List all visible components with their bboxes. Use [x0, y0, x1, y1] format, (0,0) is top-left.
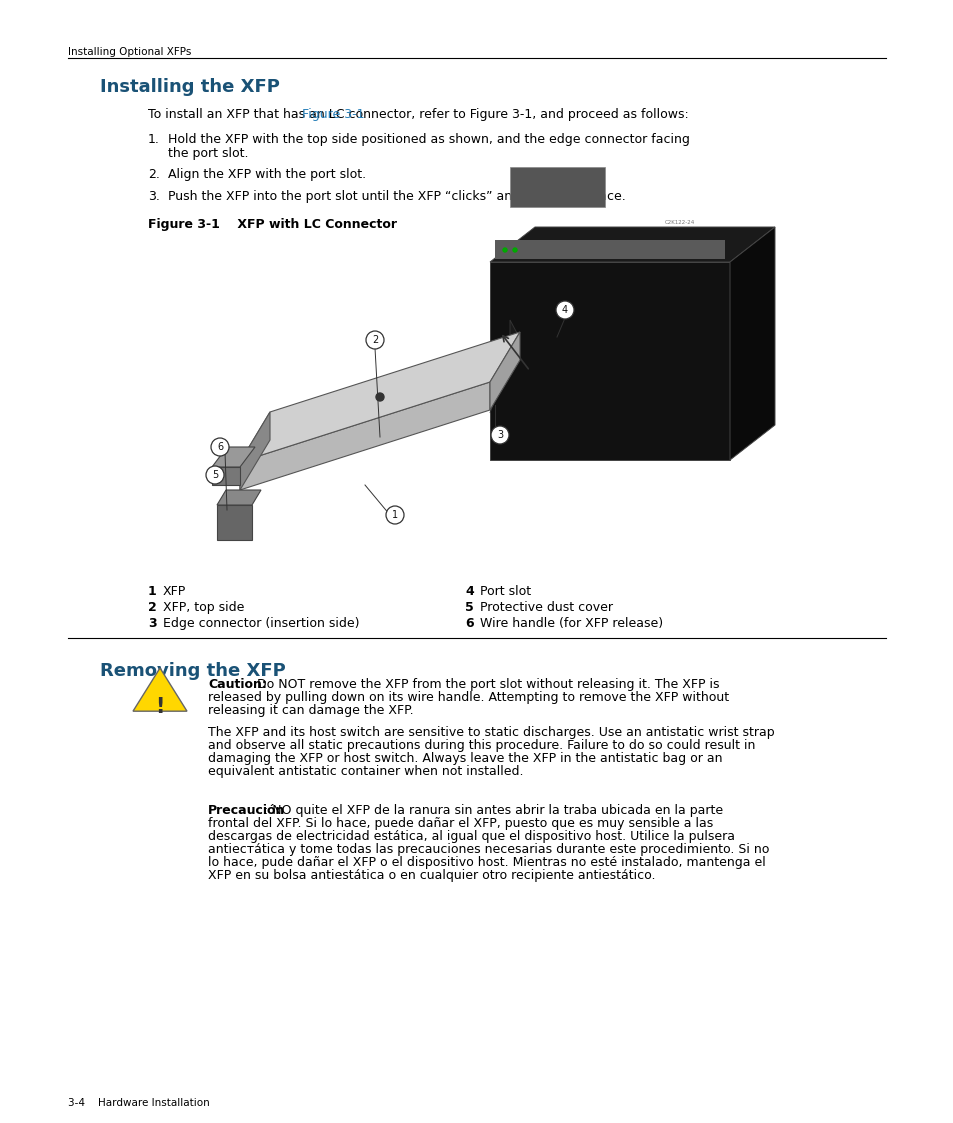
Polygon shape	[490, 332, 519, 410]
Text: 6: 6	[464, 617, 473, 630]
Text: 2.: 2.	[148, 168, 160, 181]
Text: XFP: XFP	[163, 585, 186, 599]
Text: 3-4    Hardware Installation: 3-4 Hardware Installation	[68, 1098, 210, 1108]
Text: Figure 3-1    XFP with LC Connector: Figure 3-1 XFP with LC Connector	[148, 218, 396, 231]
Text: Removing the XFP: Removing the XFP	[100, 661, 286, 681]
Circle shape	[491, 426, 509, 444]
Text: 1: 1	[148, 585, 156, 599]
Circle shape	[366, 331, 384, 349]
Circle shape	[556, 301, 574, 319]
Text: !: !	[155, 697, 165, 716]
Polygon shape	[490, 227, 774, 262]
Text: equivalent antistatic container when not installed.: equivalent antistatic container when not…	[208, 765, 523, 778]
Text: released by pulling down on its wire handle. Attempting to remove the XFP withou: released by pulling down on its wire han…	[208, 691, 728, 704]
Text: damaging the XFP or host switch. Always leave the XFP in the antistatic bag or a: damaging the XFP or host switch. Always …	[208, 752, 721, 765]
Circle shape	[386, 506, 403, 524]
Text: Wire handle (for XFP release): Wire handle (for XFP release)	[479, 617, 662, 630]
Text: releasing it can damage the XFP.: releasing it can damage the XFP.	[208, 704, 414, 716]
Text: Align the XFP with the port slot.: Align the XFP with the port slot.	[168, 168, 366, 181]
Text: The XFP and its host switch are sensitive to static discharges. Use an antistati: The XFP and its host switch are sensitiv…	[208, 725, 774, 739]
Text: 3: 3	[148, 617, 156, 630]
Text: XFP en su bolsa antiestática o en cualquier otro recipiente antiestático.: XFP en su bolsa antiestática o en cualqu…	[208, 869, 655, 882]
Text: Installing Optional XFPs: Installing Optional XFPs	[68, 47, 192, 57]
Polygon shape	[240, 382, 490, 490]
Polygon shape	[216, 490, 261, 505]
Text: 3.: 3.	[148, 190, 160, 203]
Text: C2K122-24: C2K122-24	[664, 219, 695, 225]
Polygon shape	[510, 167, 604, 207]
Text: 4: 4	[561, 305, 567, 314]
Text: 1.: 1.	[148, 133, 160, 146]
Polygon shape	[132, 668, 187, 711]
Text: Do NOT remove the XFP from the port slot without releasing it. The XFP is: Do NOT remove the XFP from the port slot…	[253, 678, 719, 691]
Text: Push the XFP into the port slot until the XFP “clicks” and locks into place.: Push the XFP into the port slot until th…	[168, 190, 625, 203]
Circle shape	[502, 248, 506, 252]
Text: the port slot.: the port slot.	[168, 147, 248, 159]
Text: Port slot: Port slot	[479, 585, 531, 599]
Text: 4: 4	[464, 585, 474, 599]
Text: Caution:: Caution:	[208, 678, 267, 691]
Text: : NO quite el XFP de la ranura sin antes abrir la traba ubicada en la parte: : NO quite el XFP de la ranura sin antes…	[264, 804, 722, 818]
Text: 2: 2	[372, 335, 377, 345]
Text: antiестática y tome todas las precauciones necesarias durante este procedimiento: antiестática y tome todas las precaucion…	[208, 843, 768, 856]
Circle shape	[211, 438, 229, 456]
Text: 3: 3	[497, 430, 502, 440]
Text: Hold the XFP with the top side positioned as shown, and the edge connector facin: Hold the XFP with the top side positione…	[168, 133, 689, 146]
Text: frontal del XFP. Si lo hace, puede dañar el XFP, puesto que es muy sensible a la: frontal del XFP. Si lo hace, puede dañar…	[208, 818, 713, 830]
Polygon shape	[240, 332, 519, 462]
Polygon shape	[212, 447, 254, 467]
Polygon shape	[490, 320, 517, 413]
Text: Figure 3-1: Figure 3-1	[301, 108, 364, 121]
Polygon shape	[729, 227, 774, 460]
Polygon shape	[495, 240, 724, 259]
Text: Protective dust cover: Protective dust cover	[479, 601, 613, 614]
Text: Edge connector (insertion side): Edge connector (insertion side)	[163, 617, 359, 630]
Text: 5: 5	[464, 601, 474, 614]
Circle shape	[513, 248, 517, 252]
Text: descargas de electricidad estática, al igual que el dispositivo host. Utilice la: descargas de electricidad estática, al i…	[208, 830, 734, 843]
Text: Precaución: Precaución	[208, 804, 285, 818]
Text: 5: 5	[212, 471, 218, 480]
Circle shape	[206, 466, 224, 484]
Text: To install an XFP that has an LC connector, refer to Figure 3-1, and proceed as : To install an XFP that has an LC connect…	[148, 108, 688, 121]
Text: 6: 6	[216, 442, 223, 451]
Text: XFP, top side: XFP, top side	[163, 601, 244, 614]
Text: and observe all static precautions during this procedure. Failure to do so could: and observe all static precautions durin…	[208, 739, 755, 752]
Text: lo hace, pude dañar el XFP o el dispositivo host. Mientras no esté instalado, ma: lo hace, pude dañar el XFP o el disposit…	[208, 856, 765, 869]
Text: 1: 1	[392, 510, 397, 520]
Polygon shape	[490, 262, 729, 460]
Text: Installing the XFP: Installing the XFP	[100, 77, 279, 95]
Text: 2: 2	[148, 601, 156, 614]
Polygon shape	[212, 467, 240, 485]
Circle shape	[375, 393, 384, 401]
Polygon shape	[240, 412, 270, 490]
Polygon shape	[216, 505, 252, 540]
